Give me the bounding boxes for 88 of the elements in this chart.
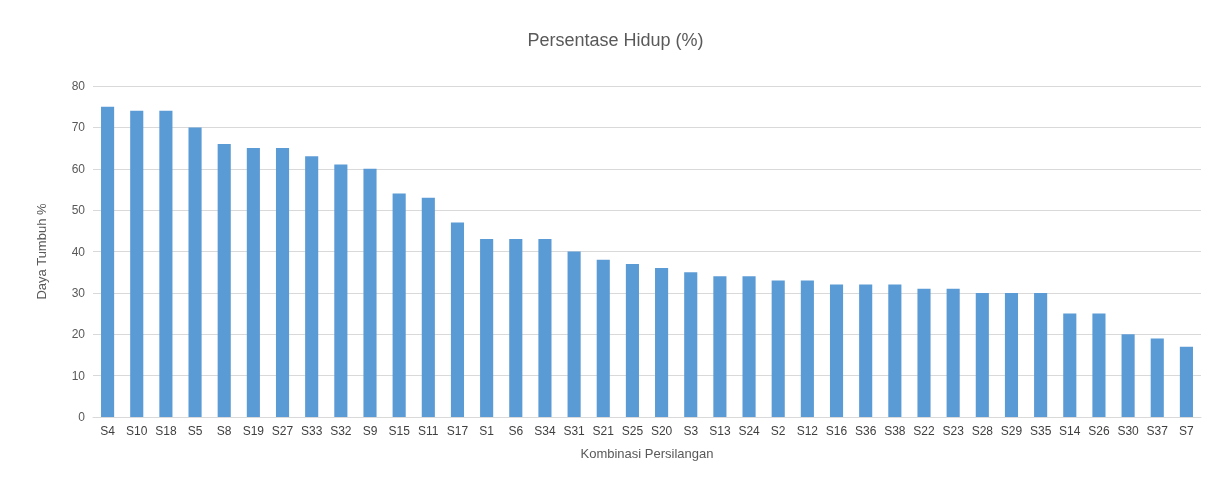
bar (859, 284, 873, 417)
bar (363, 168, 377, 417)
bar (742, 276, 756, 417)
x-tick-label: S33 (301, 424, 323, 438)
bar (509, 239, 523, 417)
x-tick-label: S2 (770, 424, 786, 438)
x-tick-label: S29 (1000, 424, 1023, 438)
y-axis-title: Daya Tumbuh % (34, 203, 49, 300)
bar (275, 148, 290, 417)
x-tick-label: S38 (884, 424, 906, 438)
y-tick-label: 80 (71, 79, 86, 93)
x-tick-label: S37 (1146, 424, 1169, 438)
x-tick-label: S22 (913, 424, 935, 438)
x-tick-label: S30 (1117, 424, 1140, 438)
x-tick-label: S11 (418, 424, 439, 438)
x-tick-label: S16 (825, 424, 848, 438)
x-tick-label: S7 (1179, 424, 1195, 438)
x-tick-label: S34 (534, 424, 556, 438)
x-tick-label: S5 (187, 424, 203, 438)
y-tick-label: 70 (71, 120, 86, 135)
bar (1004, 292, 1019, 417)
bar (159, 110, 173, 417)
x-tick-label: S4 (100, 424, 116, 438)
bar (829, 284, 844, 417)
x-tick-label: S14 (1059, 424, 1081, 438)
x-tick-label: S35 (1029, 424, 1052, 438)
bar (538, 239, 552, 417)
x-tick-label: S24 (738, 424, 761, 438)
bar (130, 110, 144, 417)
x-tick-label: S6 (508, 424, 524, 438)
y-tick-label: 10 (71, 368, 86, 383)
x-axis-title: Kombinasi Persilangan (580, 446, 714, 461)
x-tick-label: S32 (330, 424, 352, 438)
bar (101, 106, 115, 417)
x-tick-label: S25 (621, 424, 644, 438)
x-tick-label: S20 (650, 424, 673, 438)
bar (334, 164, 348, 417)
y-tick-label: 50 (71, 203, 86, 218)
x-tick-label: S15 (388, 424, 411, 438)
x-tick-label: S12 (796, 424, 819, 438)
bar (684, 272, 698, 417)
x-tick-label: S28 (971, 424, 994, 438)
y-tick-label: 60 (71, 161, 86, 176)
x-tick-label: S27 (271, 424, 294, 438)
x-tick-label: S1 (479, 424, 495, 438)
y-tick-label: 30 (71, 285, 86, 300)
x-tick-label: S18 (155, 424, 177, 438)
y-tick-label: 40 (71, 244, 86, 259)
bar (655, 268, 669, 417)
x-tick-label: S9 (362, 424, 378, 438)
bar (421, 197, 435, 417)
bar (480, 239, 494, 417)
bar (946, 288, 960, 417)
x-tick-label: S17 (446, 424, 469, 438)
bar (888, 284, 902, 417)
bar (188, 127, 202, 417)
bar (392, 193, 406, 417)
bar (1063, 313, 1077, 417)
bar (1034, 292, 1048, 417)
bar (246, 148, 260, 417)
x-tick-label: S13 (709, 424, 731, 438)
bar (217, 143, 231, 417)
bar (625, 263, 639, 417)
y-tick-label: 0 (78, 410, 86, 424)
bar (567, 251, 581, 417)
bar (450, 222, 465, 417)
bar (917, 288, 931, 417)
x-tick-label: S36 (855, 424, 877, 438)
bar (1092, 313, 1106, 417)
y-tick-label: 20 (71, 327, 86, 342)
x-tick-label: S10 (126, 424, 148, 438)
bar (1179, 346, 1193, 417)
x-tick-label: S31 (563, 424, 586, 438)
x-tick-label: S3 (683, 424, 699, 438)
bar (975, 292, 989, 417)
bar (596, 259, 610, 417)
chart-title: Persentase Hidup (%) (527, 30, 704, 50)
x-tick-label: S23 (942, 424, 965, 438)
bar (713, 276, 727, 417)
x-tick-label: S19 (242, 424, 265, 438)
x-tick-label: S21 (592, 424, 615, 438)
bar (771, 280, 785, 417)
x-tick-label: S26 (1088, 424, 1110, 438)
bar (800, 280, 814, 417)
bar (305, 156, 319, 417)
x-tick-label: S8 (216, 424, 232, 438)
bar (1121, 334, 1135, 417)
bar (1150, 338, 1164, 417)
